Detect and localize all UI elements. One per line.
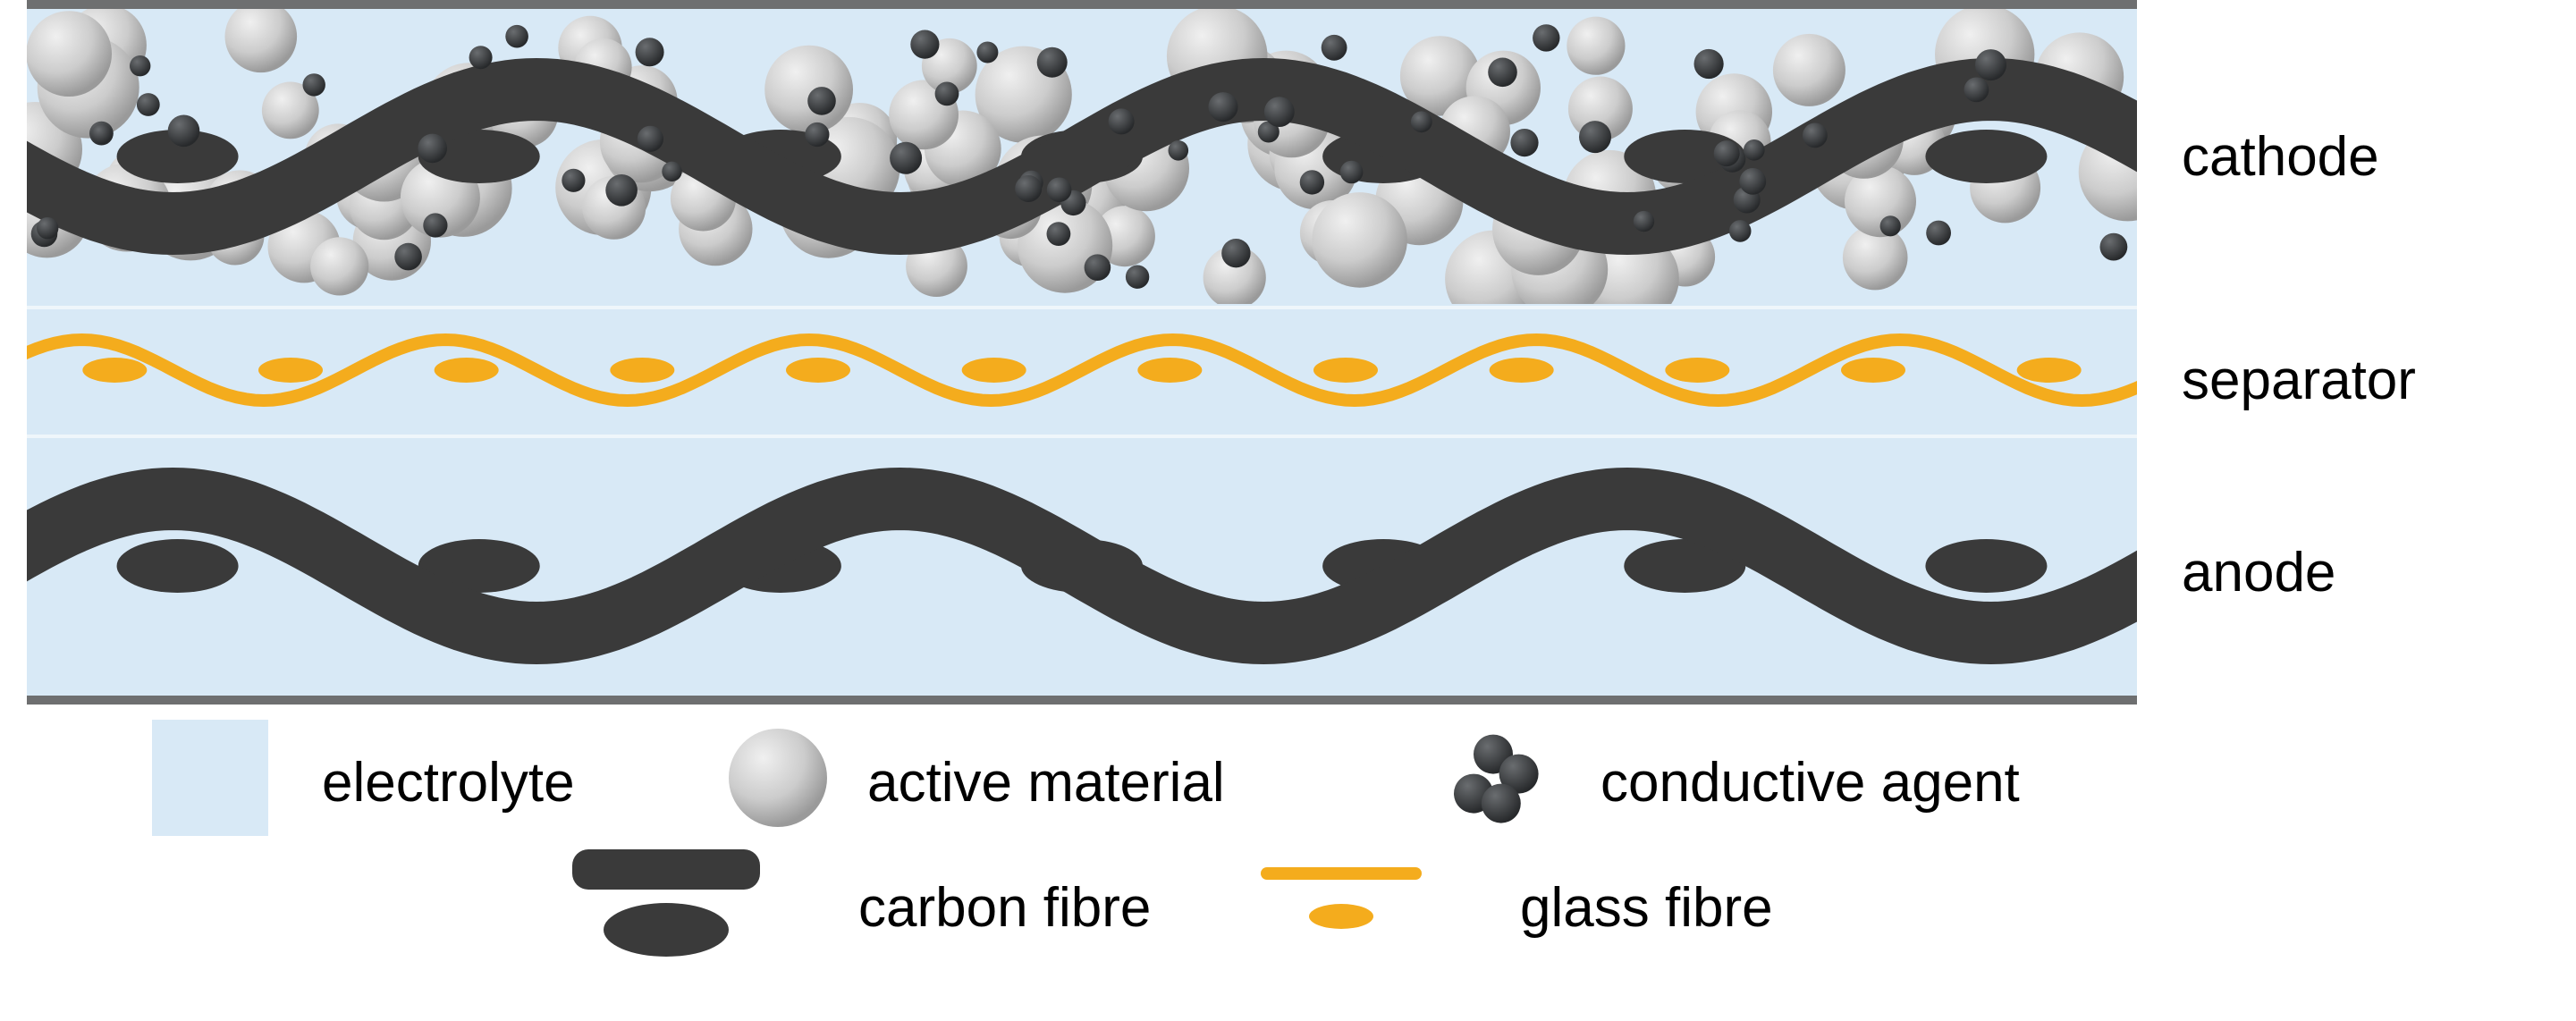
label-separator: separator <box>2182 349 2416 412</box>
legend-electrolyte-label: electrolyte <box>322 751 575 814</box>
label-anode: anode <box>2182 541 2335 604</box>
legend-glass-label: glass fibre <box>1520 876 1773 940</box>
legend-carbon-label: carbon fibre <box>858 876 1151 940</box>
label-cathode: cathode <box>2182 125 2379 189</box>
legend-active-label: active material <box>867 751 1225 814</box>
legend-conductive-label: conductive agent <box>1600 751 2020 814</box>
